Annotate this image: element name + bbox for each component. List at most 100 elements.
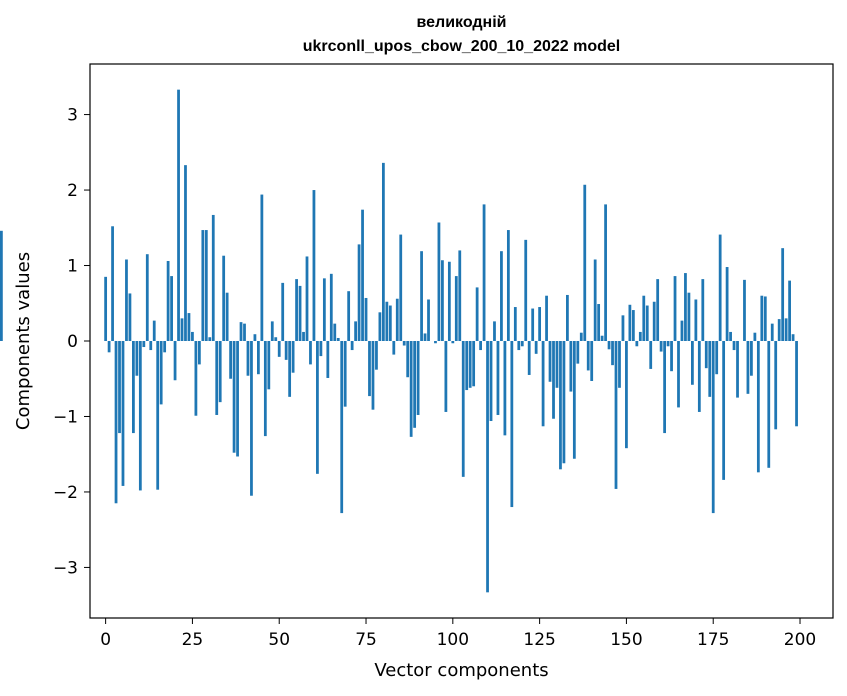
bar-85 (399, 234, 403, 341)
bar-175 (711, 341, 715, 514)
bar-156 (645, 305, 649, 341)
bar-109 (482, 204, 486, 341)
bar-42 (250, 341, 253, 496)
bar-66 (333, 323, 337, 341)
bar-100 (451, 341, 455, 344)
bar-191 (767, 341, 771, 468)
bar-142 (597, 304, 601, 341)
bar-182 (736, 341, 739, 398)
bar-35 (225, 292, 229, 341)
bar-120 (520, 341, 524, 347)
bar-102 (458, 250, 462, 341)
bar-62 (319, 341, 323, 357)
bar-82 (388, 305, 392, 341)
bar-115 (503, 341, 507, 436)
bar-63 (322, 278, 326, 341)
bar-188 (756, 341, 760, 473)
bar-170 (694, 299, 698, 341)
bar-189 (760, 295, 764, 341)
x-axis-ticks: 0 25 50 75 100 125 150 175 200 (100, 618, 816, 650)
bar-139 (586, 341, 590, 371)
bar-171 (697, 341, 701, 412)
bar-107 (475, 287, 479, 341)
bar-149 (621, 315, 625, 341)
bar-167 (684, 273, 687, 341)
bar-52 (284, 341, 288, 360)
bar-116 (506, 230, 510, 341)
bar-67 (336, 337, 340, 341)
bar-58 (305, 256, 309, 341)
bar-86 (402, 341, 406, 346)
bar-81 (385, 301, 389, 341)
bar-99 (447, 261, 451, 341)
bar-198 (791, 334, 795, 341)
y-tick-label: −1 (53, 407, 78, 427)
bar-178 (722, 341, 726, 480)
bar-147 (614, 341, 618, 489)
bar-24 (187, 313, 191, 341)
bar-98 (444, 341, 448, 412)
bar-41 (246, 341, 250, 376)
bar-29 (204, 230, 208, 341)
bar-11 (142, 341, 146, 348)
bar-117 (510, 341, 514, 508)
bar-15 (156, 341, 160, 490)
x-tick-label: 125 (523, 630, 555, 650)
bar-174 (708, 341, 712, 397)
bar-176 (715, 341, 719, 375)
bar-80 (381, 162, 385, 341)
x-tick-label: 175 (697, 630, 729, 650)
bar-197 (788, 280, 791, 341)
bar-108 (479, 341, 482, 351)
y-axis-label: Components values (13, 252, 34, 430)
x-axis-label: Vector components (374, 660, 548, 681)
bar-144 (604, 204, 607, 341)
bars-group (0, 89, 798, 593)
bar-200 (0, 230, 3, 341)
bar-161 (663, 341, 666, 434)
bar-143 (600, 335, 604, 341)
bar-20 (173, 341, 177, 381)
bar-185 (746, 341, 750, 394)
bar-75 (364, 297, 368, 341)
bar-179 (725, 267, 729, 341)
bar-187 (753, 332, 757, 341)
bar-83 (392, 341, 396, 355)
bar-16 (159, 341, 163, 405)
x-tick-label: 100 (437, 630, 469, 650)
bar-193 (774, 341, 778, 430)
bar-119 (517, 341, 521, 351)
bar-0 (104, 276, 108, 341)
bar-146 (611, 341, 614, 366)
bar-19 (170, 276, 173, 341)
bar-53 (288, 341, 292, 397)
bar-111 (489, 341, 493, 422)
bar-158 (652, 301, 656, 341)
bar-132 (562, 341, 566, 464)
bar-173 (704, 341, 708, 369)
bar-126 (541, 341, 545, 427)
bar-33 (218, 341, 222, 403)
bar-96 (437, 222, 441, 341)
bar-93 (427, 299, 430, 341)
bar-166 (680, 320, 684, 341)
y-tick-label: 3 (67, 106, 78, 126)
bar-192 (770, 323, 774, 341)
bar-145 (607, 341, 611, 350)
bar-157 (649, 341, 653, 369)
bar-72 (354, 321, 357, 341)
bar-137 (579, 332, 583, 341)
bar-25 (191, 331, 194, 341)
bar-127 (545, 295, 548, 341)
bar-21 (177, 89, 180, 341)
bar-152 (631, 310, 635, 341)
bar-38 (236, 341, 239, 457)
bar-70 (347, 291, 351, 341)
bar-150 (625, 341, 628, 449)
bar-136 (576, 341, 580, 364)
bar-51 (281, 282, 285, 341)
bar-130 (555, 341, 559, 388)
bar-160 (659, 341, 663, 352)
bar-32 (215, 341, 219, 415)
bar-2 (111, 226, 114, 341)
